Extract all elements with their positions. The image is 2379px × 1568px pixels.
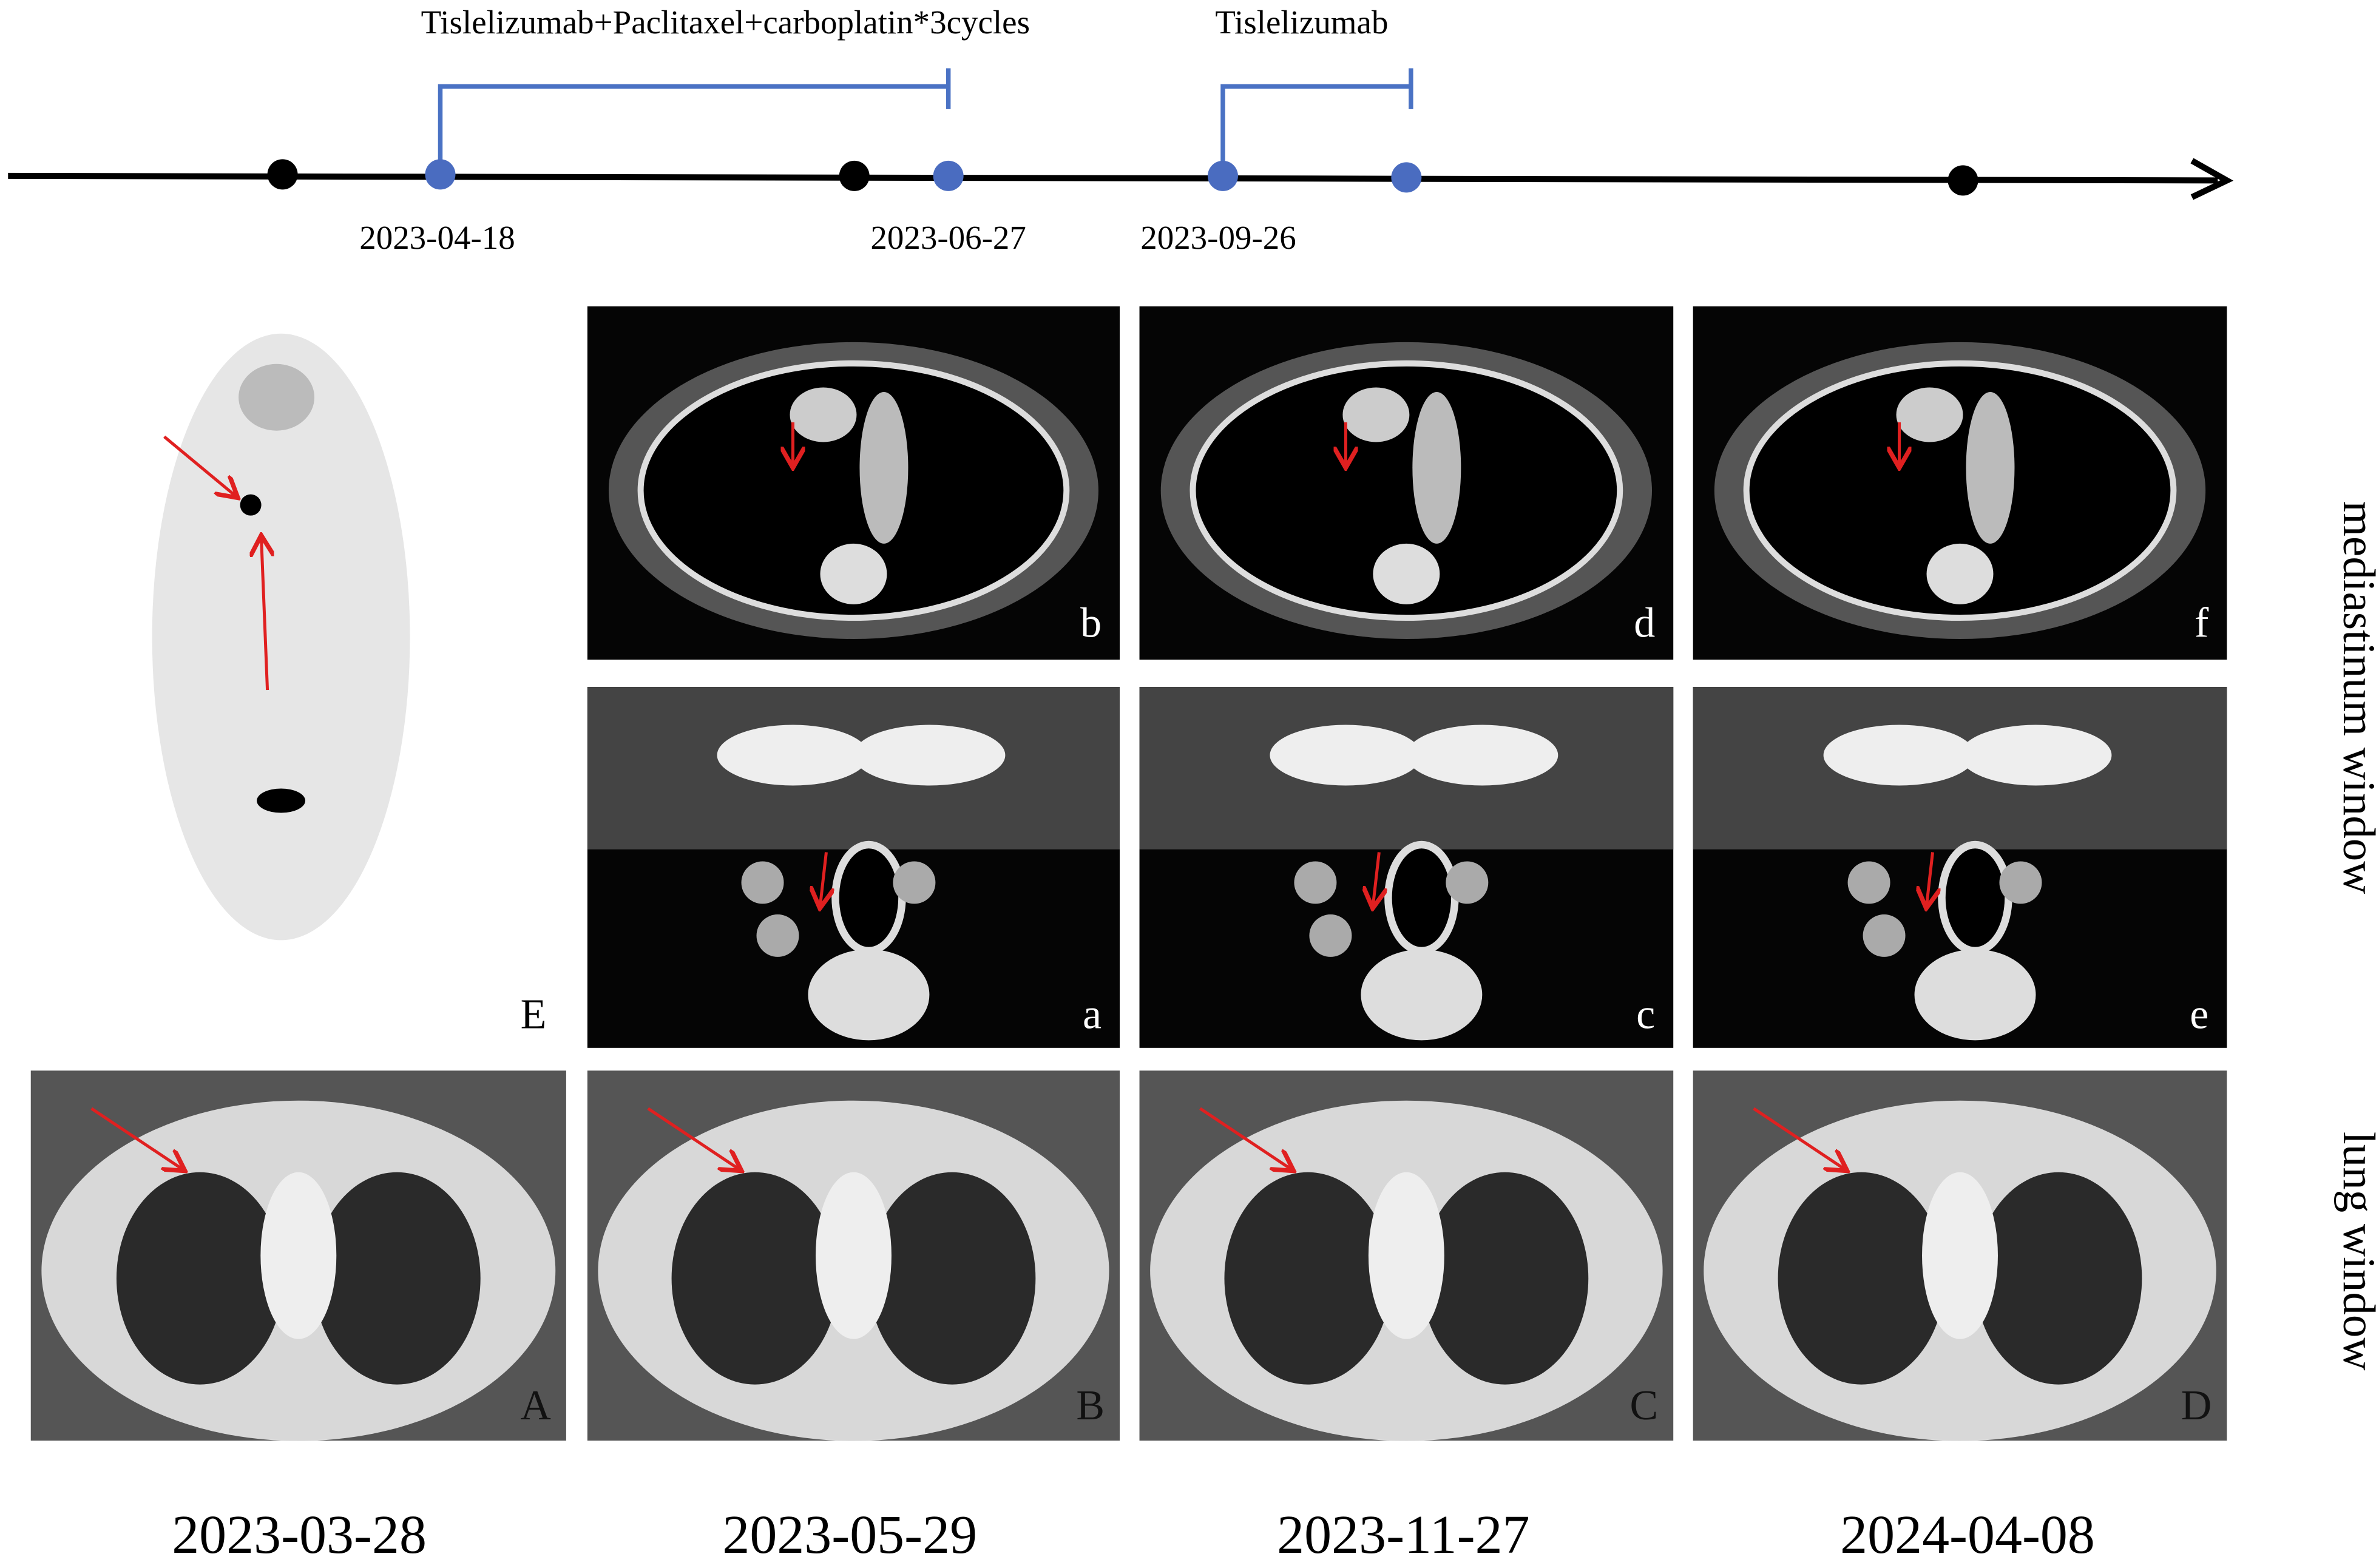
scan-date: 2023-05-29 — [722, 1505, 977, 1565]
timeline-date: 2023-09-26 — [1140, 219, 1296, 256]
thorax — [1743, 360, 2177, 621]
clavicle — [1960, 725, 2112, 786]
arrow — [647, 1107, 739, 1169]
arrow — [1373, 852, 1379, 905]
panel-letter: e — [2190, 991, 2208, 1038]
vessel — [1863, 914, 1906, 957]
arrow — [1199, 1107, 1291, 1169]
scan-date: 2023-03-28 — [172, 1505, 427, 1565]
clavicle — [1406, 725, 1558, 786]
lung-right — [1224, 1172, 1392, 1385]
panel-letter: b — [1080, 600, 1102, 647]
scan-date: 2023-11-27 — [1277, 1505, 1529, 1565]
treatment-label: Tislelizumab — [1215, 4, 1388, 41]
panel-letter: f — [2195, 600, 2209, 647]
mediastinum — [260, 1172, 337, 1339]
vessel — [741, 861, 784, 904]
pet-lesion — [240, 494, 262, 516]
panel-letter: D — [2181, 1382, 2212, 1429]
panel-letter: d — [1634, 600, 1655, 647]
lung-right — [671, 1172, 839, 1385]
treatment-label: Tislelizumab+Paclitaxel+carboplatin*3cyc… — [421, 4, 1030, 41]
arrow — [163, 435, 235, 496]
panel-letter: B — [1076, 1382, 1105, 1429]
window-label: lung window — [2333, 1132, 2379, 1371]
trachea — [831, 840, 906, 955]
lung-left — [313, 1172, 481, 1385]
panel-letter: A — [520, 1382, 551, 1429]
panel-letter: c — [1636, 991, 1655, 1038]
arrow — [1753, 1107, 1845, 1169]
aorta — [790, 387, 857, 442]
artery — [1966, 392, 2015, 544]
spine — [820, 543, 887, 604]
mediastinum — [1368, 1172, 1444, 1339]
vessel — [756, 914, 799, 957]
window-label: mediastinum window — [2333, 501, 2379, 894]
aorta — [1342, 387, 1410, 442]
mediastinum — [1922, 1172, 1998, 1339]
clavicle — [717, 725, 869, 786]
clavicle — [853, 725, 1006, 786]
trachea — [1938, 840, 2012, 955]
artery — [859, 392, 909, 544]
vertebra — [808, 949, 930, 1041]
timeline-date: 2023-06-27 — [870, 219, 1026, 256]
arrow — [90, 1107, 183, 1169]
aorta — [1896, 387, 1963, 442]
thorax — [637, 360, 1070, 621]
timeline — [8, 68, 2234, 200]
artery — [1412, 392, 1461, 544]
vessel — [1847, 861, 1890, 904]
spine — [1926, 543, 1994, 604]
clavicle — [1270, 725, 1422, 786]
vessel — [1294, 861, 1337, 904]
arrow — [262, 538, 268, 691]
arrow — [820, 852, 826, 905]
timeline-date: 2023-04-18 — [359, 219, 515, 256]
lung-left — [1975, 1172, 2142, 1385]
lung-right — [116, 1172, 283, 1385]
pet-head — [239, 363, 315, 431]
spine — [1373, 543, 1440, 604]
arrow — [1927, 852, 1933, 905]
thorax — [1190, 360, 1623, 621]
panel-letter: E — [521, 991, 547, 1038]
panel-letter: C — [1630, 1382, 1659, 1429]
scan-date: 2024-04-08 — [1840, 1505, 2095, 1565]
vessel — [1446, 861, 1489, 904]
lung-right — [1778, 1172, 1945, 1385]
mediastinum — [815, 1172, 892, 1339]
vessel — [893, 861, 936, 904]
vertebra — [1361, 949, 1483, 1041]
lung-left — [1421, 1172, 1589, 1385]
panel-letter: a — [1083, 991, 1102, 1038]
lung-left — [868, 1172, 1036, 1385]
vessel — [1309, 914, 1352, 957]
pet-bladder — [257, 788, 306, 813]
trachea — [1384, 840, 1459, 955]
vertebra — [1914, 949, 2036, 1041]
vessel — [1999, 861, 2042, 904]
clavicle — [1823, 725, 1975, 786]
